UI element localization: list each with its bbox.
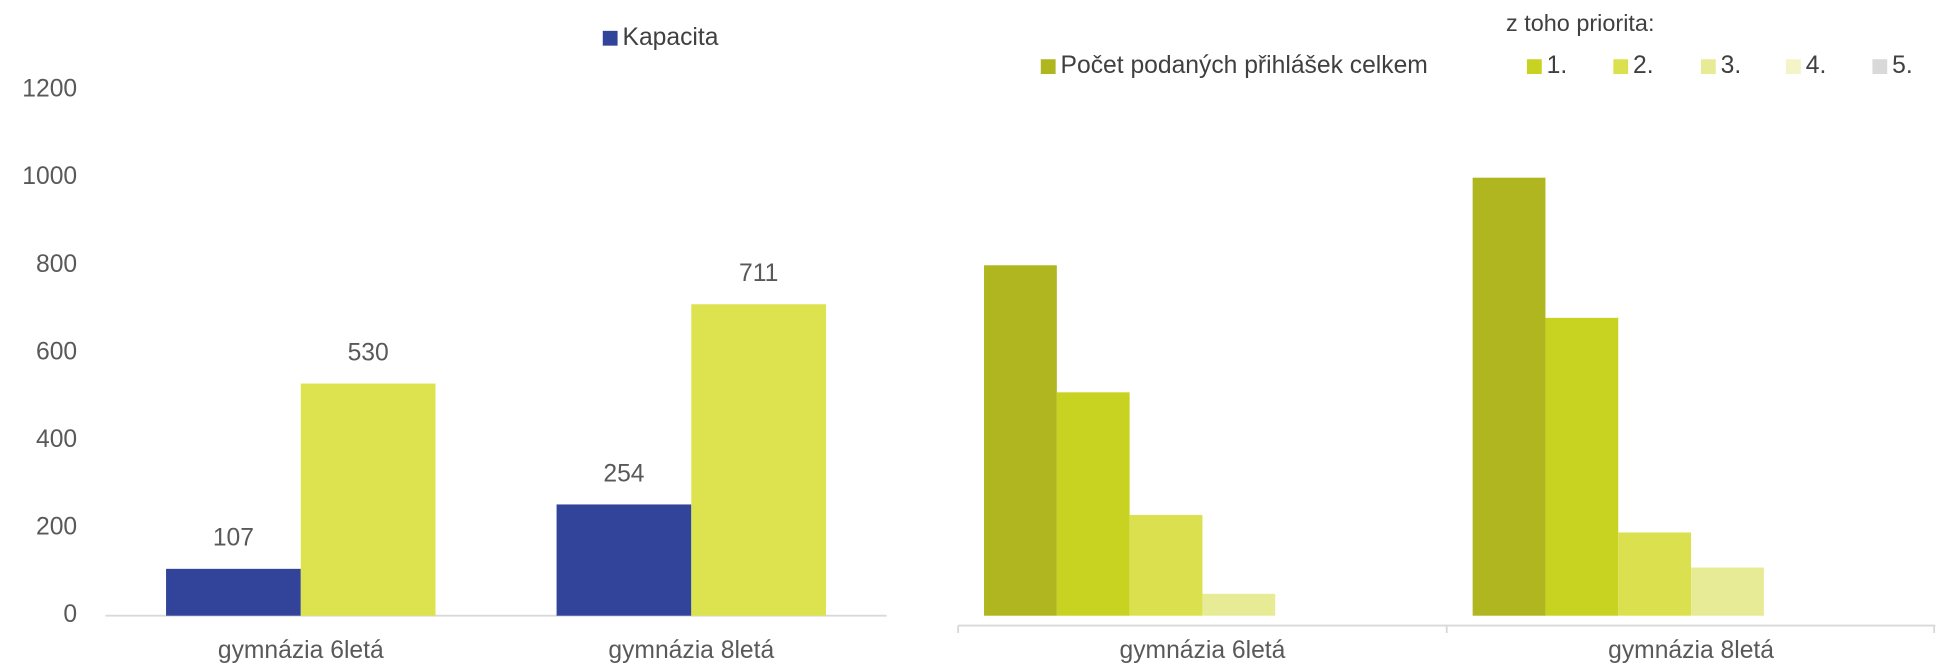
bar <box>300 383 436 616</box>
legend-swatch <box>1040 59 1056 75</box>
bar <box>556 504 692 616</box>
y-tick-label: 1200 <box>22 76 77 103</box>
x-tick-label: gymnázia 6letá <box>218 637 384 664</box>
bar <box>1129 514 1203 616</box>
x-tick-label: gymnázia 8letá <box>608 637 774 664</box>
bar <box>691 304 827 616</box>
legend-swatch <box>1526 59 1542 75</box>
x-tick-label: gymnázia 8letá <box>1608 637 1774 664</box>
legend-swatch <box>1700 59 1716 75</box>
data-label: 254 <box>603 460 644 487</box>
legend-label: Kapacita <box>623 24 719 51</box>
y-tick-label: 600 <box>36 338 77 365</box>
legend-title: z toho priorita: <box>1506 10 1655 36</box>
y-tick-label: 400 <box>36 426 77 453</box>
bar <box>1545 317 1619 616</box>
x-tick-label: gymnázia 6letá <box>1120 637 1286 664</box>
legend-label: Počet podaných přihlášek celkem <box>1061 52 1428 79</box>
legend-label: 3. <box>1721 52 1742 79</box>
legend-swatch <box>1786 59 1801 75</box>
bar <box>1202 593 1276 616</box>
bar <box>166 568 301 616</box>
bar <box>984 265 1057 616</box>
y-tick-label: 0 <box>63 601 77 628</box>
data-label: 107 <box>213 525 254 552</box>
y-tick-label: 800 <box>36 251 77 278</box>
legend-swatch <box>602 30 618 46</box>
bar <box>1472 177 1546 616</box>
legend-label: 1. <box>1547 52 1568 79</box>
legend-label: 4. <box>1806 52 1827 79</box>
legend-label: 5. <box>1892 52 1913 79</box>
legend-swatch <box>1872 59 1888 75</box>
bar <box>1056 392 1130 616</box>
y-tick-label: 200 <box>36 514 77 541</box>
legend-label: 2. <box>1633 52 1654 79</box>
bar <box>1618 532 1692 616</box>
data-label: 711 <box>739 260 778 287</box>
legend-swatch <box>1613 59 1629 75</box>
bar <box>1691 567 1764 616</box>
data-label: 530 <box>348 339 389 366</box>
y-tick-label: 1000 <box>22 163 77 190</box>
